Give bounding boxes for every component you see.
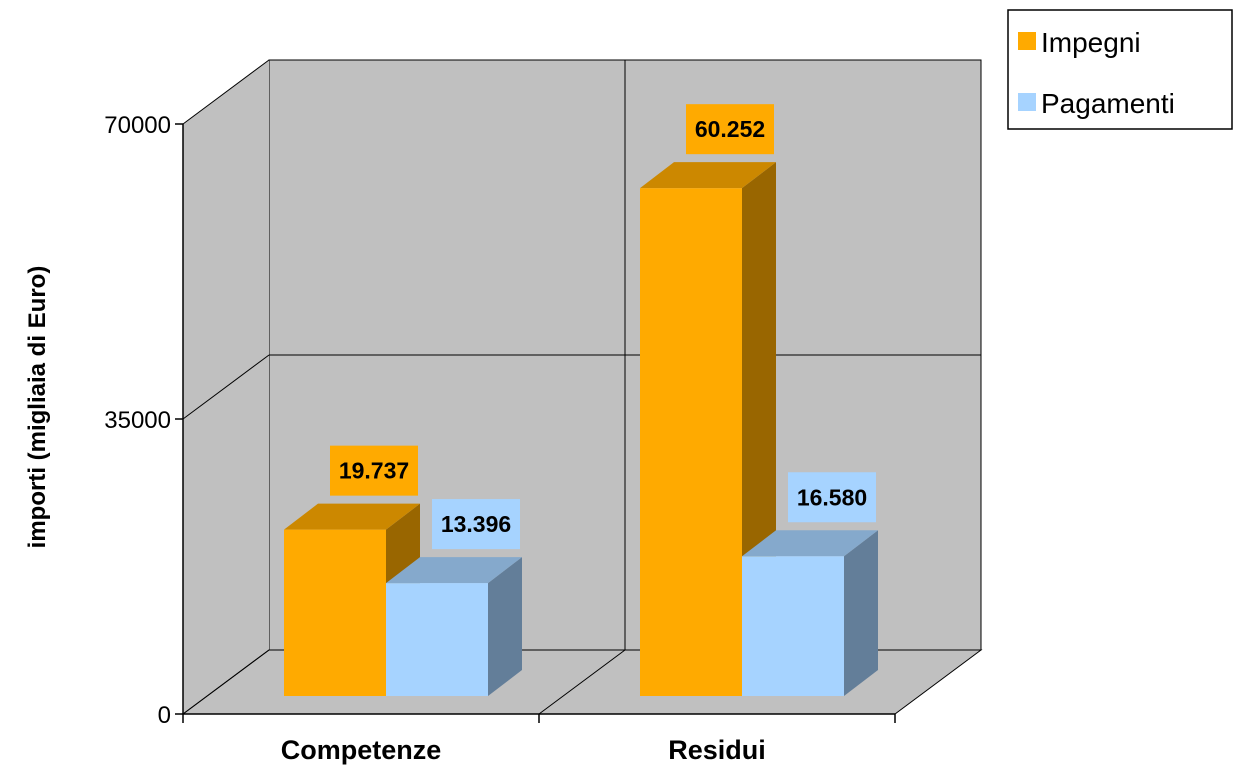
legend-box <box>1007 9 1233 130</box>
data-label: 13.396 <box>441 511 511 537</box>
gridline-side <box>182 649 270 715</box>
y-tick-label: 35000 <box>104 407 171 434</box>
x-tick-label: Competenze <box>281 735 442 765</box>
legend-label-pagamenti: Pagamenti <box>1041 88 1175 119</box>
legend-swatch-pagamenti <box>1018 93 1036 111</box>
y-tick-label: 0 <box>158 702 171 729</box>
bar-pagamenti-competenze-top <box>386 557 522 584</box>
gridline-floor <box>538 649 626 715</box>
y-axis-label: importi (migliaia di Euro) <box>24 266 51 549</box>
data-label: 16.580 <box>797 484 867 510</box>
data-labels: 19.737 13.396 60.252 16.580 <box>330 104 876 550</box>
data-label: 60.252 <box>695 116 765 142</box>
bars <box>284 162 878 696</box>
bar-impegni-competenze-top <box>284 503 420 530</box>
bar-impegni-competenze <box>284 529 386 696</box>
data-label-bg <box>788 472 876 523</box>
legend-swatch-impegni <box>1018 32 1036 50</box>
data-label: 19.737 <box>339 458 409 484</box>
axes: 0 35000 70000 Competenze Residui <box>104 112 896 765</box>
bar-pagamenti-competenze <box>386 583 488 696</box>
data-label-bg <box>686 104 774 155</box>
bar-pagamenti-residui-top <box>742 530 878 557</box>
gridline-side <box>182 354 270 420</box>
bar-impegni-residui <box>640 188 742 696</box>
gridline-side <box>182 59 270 125</box>
x-tick-label: Residui <box>668 735 766 765</box>
legend-label-impegni: Impegni <box>1041 27 1141 58</box>
bar-pagamenti-residui-side <box>844 530 878 696</box>
data-label-bg <box>432 499 520 550</box>
bar-pagamenti-residui <box>742 556 844 696</box>
data-label-bg <box>330 445 418 496</box>
legend: Impegni Pagamenti <box>1007 9 1233 130</box>
bar-impegni-residui-top <box>640 162 776 189</box>
y-tick-label: 70000 <box>104 112 171 139</box>
bar-pagamenti-competenze-side <box>488 557 522 696</box>
